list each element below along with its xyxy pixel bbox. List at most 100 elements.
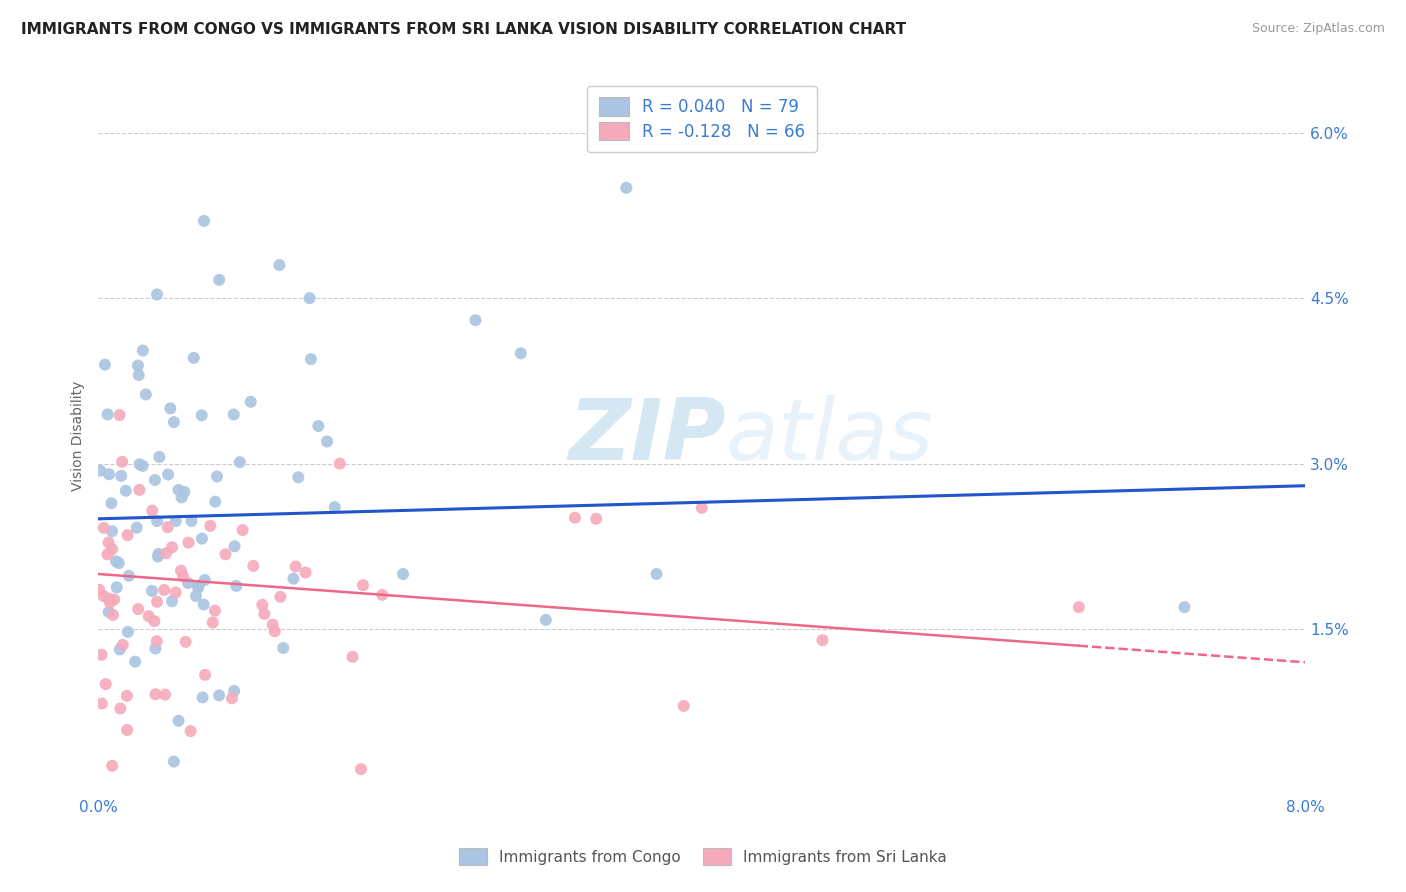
Point bbox=[115, 723, 138, 737]
Point bbox=[1067, 600, 1090, 615]
Point bbox=[299, 352, 322, 367]
Point bbox=[214, 547, 236, 561]
Point bbox=[645, 567, 668, 582]
Point bbox=[127, 602, 149, 616]
Point bbox=[93, 521, 115, 535]
Point bbox=[287, 470, 309, 484]
Point bbox=[110, 701, 132, 715]
Point bbox=[105, 580, 128, 594]
Point bbox=[114, 483, 136, 498]
Point bbox=[153, 688, 176, 702]
Point bbox=[93, 589, 115, 603]
Point bbox=[155, 546, 177, 560]
Point bbox=[194, 668, 217, 682]
Point bbox=[101, 607, 124, 622]
Point bbox=[392, 567, 415, 582]
Point bbox=[193, 598, 215, 612]
Point bbox=[145, 634, 167, 648]
Point bbox=[183, 351, 205, 365]
Point bbox=[269, 590, 291, 604]
Point bbox=[193, 214, 215, 228]
Point bbox=[284, 559, 307, 574]
Point bbox=[232, 523, 254, 537]
Point bbox=[111, 455, 134, 469]
Point bbox=[342, 649, 364, 664]
Point bbox=[156, 520, 179, 534]
Point bbox=[101, 542, 124, 557]
Point bbox=[97, 605, 120, 619]
Point bbox=[252, 598, 274, 612]
Point bbox=[200, 519, 222, 533]
Point bbox=[329, 457, 352, 471]
Point bbox=[124, 655, 146, 669]
Point bbox=[262, 617, 284, 632]
Point bbox=[205, 469, 228, 483]
Point bbox=[160, 594, 183, 608]
Point bbox=[111, 638, 134, 652]
Point bbox=[98, 467, 121, 482]
Point bbox=[222, 408, 245, 422]
Point bbox=[117, 528, 139, 542]
Point bbox=[191, 532, 214, 546]
Point bbox=[160, 540, 183, 554]
Point bbox=[141, 504, 163, 518]
Text: atlas: atlas bbox=[725, 394, 934, 477]
Point bbox=[180, 514, 202, 528]
Point bbox=[190, 409, 212, 423]
Point bbox=[1173, 600, 1195, 615]
Point bbox=[191, 690, 214, 705]
Point bbox=[509, 346, 531, 360]
Point bbox=[271, 640, 294, 655]
Point bbox=[323, 500, 346, 515]
Point bbox=[115, 689, 138, 703]
Point bbox=[143, 473, 166, 487]
Point bbox=[253, 607, 276, 621]
Point bbox=[283, 572, 305, 586]
Text: Source: ZipAtlas.com: Source: ZipAtlas.com bbox=[1251, 22, 1385, 36]
Point bbox=[89, 582, 111, 597]
Point bbox=[165, 514, 187, 528]
Text: ZIP: ZIP bbox=[568, 394, 725, 477]
Point bbox=[96, 547, 118, 561]
Point bbox=[165, 585, 187, 599]
Point bbox=[138, 609, 160, 624]
Point bbox=[146, 595, 169, 609]
Point bbox=[167, 483, 190, 497]
Point bbox=[110, 468, 132, 483]
Point bbox=[464, 313, 486, 327]
Point bbox=[98, 595, 121, 609]
Point bbox=[172, 569, 194, 583]
Point bbox=[690, 500, 713, 515]
Point bbox=[201, 615, 224, 630]
Point bbox=[118, 568, 141, 582]
Point bbox=[145, 641, 167, 656]
Point bbox=[132, 343, 155, 358]
Point bbox=[89, 464, 111, 478]
Point bbox=[97, 535, 120, 549]
Point bbox=[148, 450, 170, 464]
Point bbox=[350, 762, 373, 776]
Point bbox=[170, 491, 193, 505]
Legend: R = 0.040   N = 79, R = -0.128   N = 66: R = 0.040 N = 79, R = -0.128 N = 66 bbox=[586, 86, 817, 153]
Point bbox=[101, 524, 124, 539]
Point bbox=[225, 579, 247, 593]
Point bbox=[177, 576, 200, 591]
Point bbox=[146, 549, 169, 564]
Point bbox=[307, 419, 329, 434]
Point bbox=[97, 408, 120, 422]
Point bbox=[269, 258, 291, 272]
Point bbox=[614, 181, 637, 195]
Point bbox=[585, 512, 607, 526]
Point bbox=[263, 624, 285, 639]
Point bbox=[153, 582, 176, 597]
Text: IMMIGRANTS FROM CONGO VS IMMIGRANTS FROM SRI LANKA VISION DISABILITY CORRELATION: IMMIGRANTS FROM CONGO VS IMMIGRANTS FROM… bbox=[21, 22, 907, 37]
Point bbox=[208, 689, 231, 703]
Point bbox=[148, 547, 170, 561]
Y-axis label: Vision Disability: Vision Disability bbox=[72, 381, 86, 491]
Point bbox=[146, 514, 169, 528]
Point bbox=[204, 494, 226, 508]
Point bbox=[127, 359, 149, 373]
Point bbox=[177, 535, 200, 549]
Point bbox=[167, 714, 190, 728]
Point bbox=[194, 573, 217, 587]
